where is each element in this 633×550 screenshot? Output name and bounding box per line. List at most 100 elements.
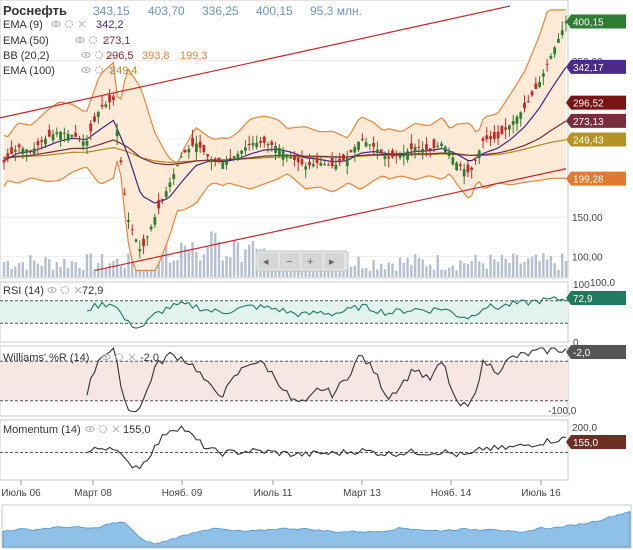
candle-body bbox=[293, 155, 296, 161]
volume-bar bbox=[127, 253, 130, 277]
volume-bar bbox=[542, 253, 545, 277]
volume-bar bbox=[21, 261, 25, 277]
zoom-in-button[interactable]: + bbox=[302, 253, 322, 269]
candle-body bbox=[270, 141, 274, 146]
volume-bar bbox=[545, 259, 549, 277]
bb-label: BB (20,2) bbox=[3, 50, 49, 62]
candle-body bbox=[553, 47, 557, 55]
candle-body bbox=[251, 142, 255, 146]
volume-bar bbox=[289, 266, 292, 277]
candle-body bbox=[277, 147, 281, 156]
volume-bar bbox=[425, 266, 428, 277]
volume-bar bbox=[221, 260, 224, 277]
zoom-controls[interactable]: ◂ − + ▸ bbox=[255, 250, 349, 272]
close-icon[interactable] bbox=[108, 66, 116, 74]
close-icon[interactable] bbox=[74, 286, 82, 294]
close-icon[interactable] bbox=[78, 20, 86, 28]
momentum-label: Momentum (14) bbox=[3, 424, 81, 436]
volume-bar bbox=[406, 257, 409, 277]
candle-body bbox=[111, 96, 115, 101]
navigator[interactable] bbox=[2, 511, 631, 548]
candle-body bbox=[549, 56, 553, 59]
bollinger-bands bbox=[3, 9, 567, 272]
navigator-area[interactable] bbox=[2, 511, 631, 548]
close-icon[interactable] bbox=[112, 425, 120, 433]
rsi-panel bbox=[0, 296, 568, 329]
candle-body bbox=[202, 144, 206, 153]
scroll-left-button[interactable]: ◂ bbox=[258, 253, 278, 269]
volume-bar bbox=[527, 258, 530, 277]
volume-bar bbox=[210, 231, 213, 277]
legend: Роснефть 343,15 403,70 336,25 400,15 95,… bbox=[3, 3, 362, 77]
time-tick-label: Нояб. 14 bbox=[431, 487, 472, 499]
eye-icon[interactable] bbox=[51, 20, 61, 28]
ema50-label: EMA (50) bbox=[3, 35, 49, 47]
eye-icon[interactable] bbox=[101, 353, 111, 361]
candle-body bbox=[557, 38, 560, 43]
candle-body bbox=[398, 155, 402, 158]
candle-body bbox=[349, 149, 353, 153]
gear-icon[interactable] bbox=[114, 352, 124, 362]
candle-body bbox=[311, 164, 315, 167]
eye-icon[interactable] bbox=[85, 425, 95, 433]
volume-bar bbox=[59, 266, 62, 277]
volume-bar bbox=[459, 260, 462, 277]
candle-body bbox=[149, 226, 153, 230]
volume-bar bbox=[225, 256, 228, 277]
candle-body bbox=[47, 129, 51, 137]
candle-body bbox=[334, 164, 338, 170]
price-tick-label: 100,00 bbox=[572, 252, 603, 263]
volume-bars bbox=[2, 231, 568, 277]
candle-body bbox=[432, 139, 436, 148]
candle-body bbox=[240, 150, 244, 154]
candle-body bbox=[221, 162, 225, 169]
eye-icon[interactable] bbox=[81, 51, 91, 59]
gear-icon[interactable] bbox=[88, 35, 98, 45]
price-tag: 199,28 bbox=[566, 171, 626, 186]
volume-bar bbox=[376, 269, 379, 277]
momentum-line bbox=[86, 425, 567, 470]
price-tag: 342,17 bbox=[566, 59, 626, 74]
volume-bar bbox=[176, 259, 179, 277]
gear-icon[interactable] bbox=[94, 65, 104, 75]
trend-line-lower bbox=[94, 168, 567, 272]
candle-body bbox=[70, 134, 74, 137]
volume-bar bbox=[2, 262, 6, 277]
candle-body bbox=[194, 143, 198, 152]
price-tag: 400,15 bbox=[566, 14, 626, 29]
gear-icon[interactable] bbox=[98, 424, 108, 434]
volume-bar bbox=[119, 265, 123, 277]
close-icon[interactable] bbox=[102, 36, 110, 44]
eye-icon[interactable] bbox=[81, 66, 91, 74]
zoom-out-button[interactable]: − bbox=[280, 253, 300, 269]
volume-bar bbox=[500, 254, 504, 277]
gear-icon[interactable] bbox=[94, 50, 104, 60]
gear-icon[interactable] bbox=[64, 19, 74, 29]
volume-bar bbox=[123, 267, 126, 277]
candle-body bbox=[451, 157, 455, 165]
candle-body bbox=[496, 131, 500, 139]
volume-bar bbox=[17, 263, 21, 277]
price-tag-text: 199,28 bbox=[573, 175, 604, 186]
gear-icon[interactable] bbox=[60, 285, 70, 295]
candle-body bbox=[458, 164, 462, 166]
volume-bar bbox=[398, 257, 402, 277]
scroll-right-button[interactable]: ▸ bbox=[324, 253, 344, 269]
close-icon[interactable] bbox=[128, 353, 136, 361]
volume-bar bbox=[330, 270, 334, 277]
quote-low: 336,25 bbox=[202, 4, 239, 18]
eye-icon[interactable] bbox=[75, 36, 85, 44]
close-icon[interactable] bbox=[108, 51, 116, 59]
volume-bar bbox=[112, 261, 115, 277]
panel-value-tag: 155,0 bbox=[566, 435, 626, 449]
volume-bar bbox=[561, 253, 564, 277]
volume-bar bbox=[29, 255, 32, 277]
volume-bar bbox=[240, 261, 243, 277]
candle-body bbox=[364, 142, 368, 147]
volume-bar bbox=[349, 266, 353, 277]
eye-icon[interactable] bbox=[47, 286, 57, 294]
volume-bar bbox=[383, 269, 387, 277]
williams-label: Williams' %R (14) bbox=[3, 352, 89, 364]
legend-icons[interactable] bbox=[47, 19, 136, 434]
